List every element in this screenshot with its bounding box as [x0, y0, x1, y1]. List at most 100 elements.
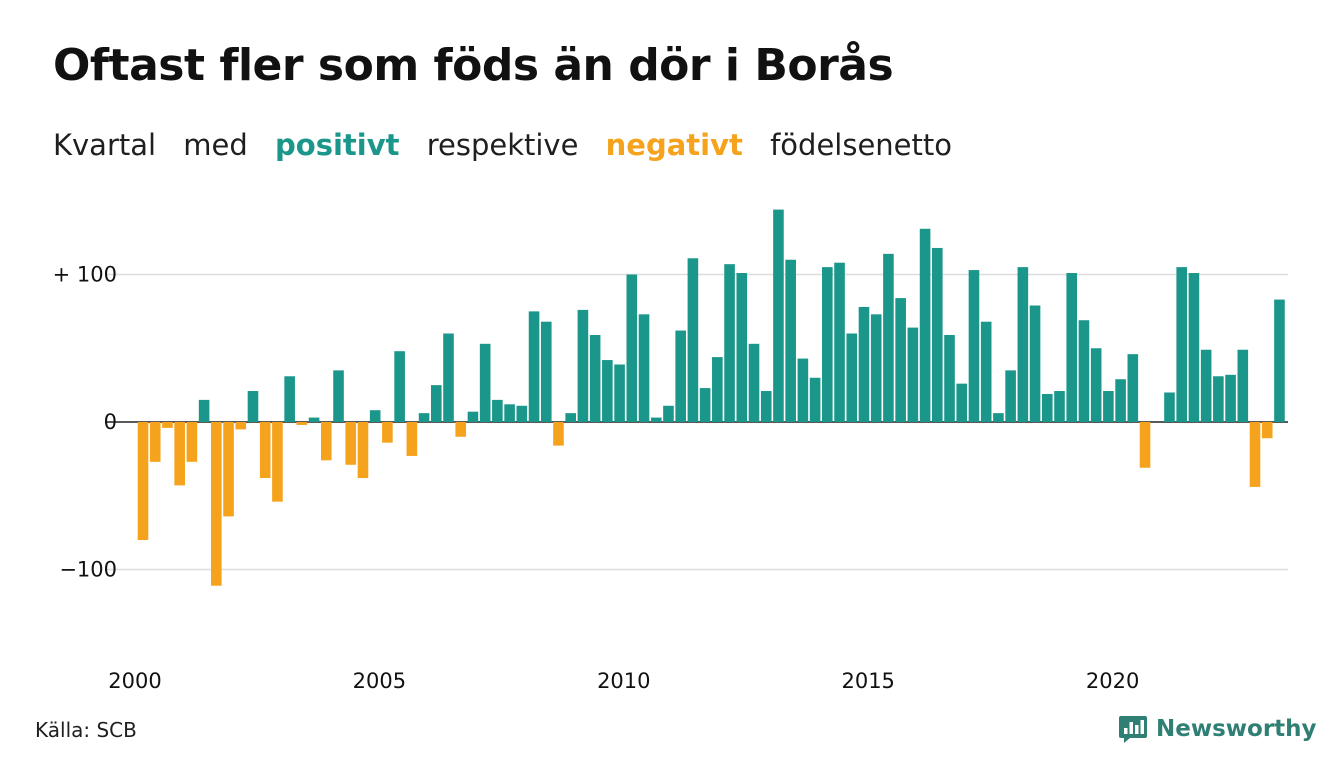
- bar: [846, 333, 858, 422]
- y-tick-label: + 100: [53, 263, 117, 287]
- bar: [467, 411, 479, 422]
- bar: [479, 343, 491, 422]
- bar: [602, 360, 613, 422]
- bar: [614, 364, 625, 422]
- bar: [162, 422, 173, 428]
- bar: [858, 306, 870, 422]
- bar: [944, 334, 955, 422]
- newsworthy-logo: Newsworthy: [1118, 714, 1317, 744]
- bar: [369, 410, 381, 422]
- bar: [1200, 349, 1212, 422]
- bar: [1017, 267, 1029, 423]
- bar: [430, 385, 442, 423]
- bar: [492, 399, 503, 423]
- bar: [663, 405, 674, 422]
- bar: [773, 209, 784, 422]
- bar: [797, 358, 809, 422]
- bar: [357, 422, 369, 479]
- bar: [1274, 299, 1285, 422]
- subtitle-positive-label: positivt: [275, 128, 400, 162]
- bar: [394, 351, 405, 422]
- bar: [577, 309, 589, 422]
- bar: [993, 413, 1004, 422]
- bar: [553, 422, 564, 446]
- axis-labels: + 100 0 −100 2000 2005 2010 2015 2020: [53, 263, 1140, 694]
- subtitle-word-kvartal: Kvartal: [53, 128, 157, 162]
- bar: [504, 404, 515, 422]
- bar: [443, 333, 454, 422]
- bar: [418, 413, 430, 422]
- bar: [919, 228, 931, 422]
- bar: [1054, 391, 1065, 422]
- bar: [699, 388, 711, 422]
- bar: [675, 330, 686, 422]
- subtitle-word-respektive: respektive: [426, 128, 579, 162]
- bar: [822, 267, 833, 423]
- bar: [1005, 370, 1016, 423]
- bar: [540, 321, 552, 422]
- bar: [1115, 379, 1126, 422]
- bar: [235, 422, 247, 430]
- bar: [650, 417, 662, 422]
- bar: [1066, 273, 1078, 422]
- bar: [321, 422, 332, 461]
- y-tick-label: −100: [59, 558, 117, 582]
- bar: [284, 376, 295, 422]
- bar: [516, 405, 528, 422]
- bar: [834, 262, 845, 422]
- bar: [895, 298, 906, 422]
- bar: [1127, 354, 1139, 422]
- bar: [1103, 391, 1114, 422]
- x-tick-label: 2020: [1086, 669, 1139, 693]
- bar: [333, 370, 344, 423]
- bar: [406, 422, 418, 456]
- bar: [455, 422, 467, 437]
- bar: [748, 343, 760, 422]
- bar: [1249, 422, 1261, 487]
- x-tick-label: 2010: [597, 669, 650, 693]
- bar: [785, 259, 796, 422]
- bar: [907, 327, 919, 422]
- bar: [809, 377, 821, 422]
- x-tick-label: 2005: [353, 669, 406, 693]
- bar: [883, 253, 894, 422]
- bar-chart: + 100 0 −100 2000 2005 2010 2015 2020: [53, 209, 1288, 694]
- bars: [137, 209, 1285, 586]
- subtitle-negative-label: negativt: [605, 128, 743, 162]
- subtitle-word-fodelsenetto: födelsenetto: [770, 128, 952, 162]
- bar: [1261, 422, 1273, 439]
- bar: [528, 311, 540, 423]
- bar: [760, 391, 772, 422]
- bar: [1225, 374, 1236, 422]
- bar: [382, 422, 393, 443]
- bar: [1213, 376, 1224, 422]
- chart-title: Oftast fler som föds än dör i Borås: [53, 40, 894, 91]
- chart-subtitle: Kvartal med positivt respektive negativt…: [53, 128, 970, 162]
- bar: [626, 274, 638, 422]
- bar: [272, 422, 283, 502]
- bar: [736, 273, 748, 422]
- bar: [724, 264, 735, 422]
- bar: [296, 422, 308, 425]
- y-tick-label: 0: [104, 410, 117, 434]
- bar: [174, 422, 185, 486]
- bar: [712, 357, 723, 422]
- bar: [1237, 349, 1249, 422]
- brand-name: Newsworthy: [1156, 716, 1317, 742]
- bar: [589, 334, 601, 422]
- bar: [870, 314, 882, 422]
- bar: [638, 314, 650, 422]
- bar: [980, 321, 992, 422]
- x-tick-label: 2000: [108, 669, 161, 693]
- bar: [186, 422, 198, 462]
- bar: [1029, 305, 1041, 422]
- bar: [1176, 267, 1187, 423]
- bar: [968, 270, 980, 422]
- bar: [345, 422, 357, 465]
- newsworthy-chart-bubble-icon: [1119, 716, 1147, 743]
- subtitle-word-med: med: [183, 128, 248, 162]
- bar: [1041, 393, 1053, 422]
- bar: [1188, 273, 1200, 422]
- bar: [223, 422, 234, 517]
- bar: [687, 258, 699, 422]
